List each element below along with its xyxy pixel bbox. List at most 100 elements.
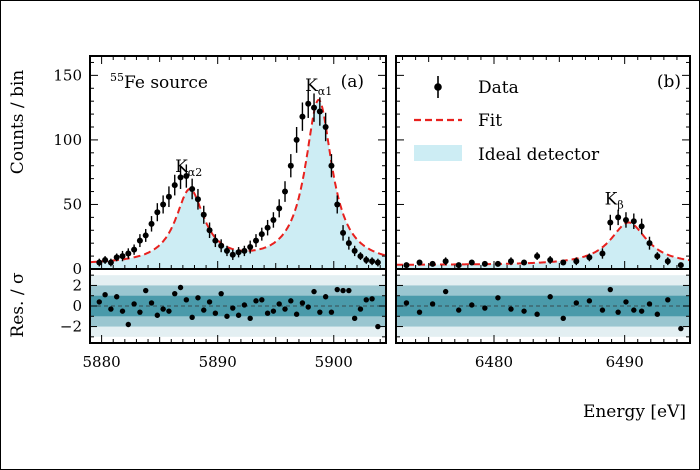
residual-point xyxy=(264,310,271,316)
residual-point xyxy=(166,308,172,314)
data-points xyxy=(96,89,381,330)
x-tick-label: 6490 xyxy=(606,353,644,371)
data-point xyxy=(455,262,462,269)
data-point xyxy=(229,251,236,258)
data-point xyxy=(334,201,341,208)
data-point xyxy=(560,259,567,266)
data-point xyxy=(212,237,219,244)
residual-point xyxy=(665,297,671,303)
residual-point xyxy=(131,301,137,307)
residual-point xyxy=(235,312,242,318)
data-point xyxy=(416,259,423,266)
x-tick-label: 5890 xyxy=(199,353,237,371)
data-point xyxy=(622,216,629,223)
data-point xyxy=(654,253,661,260)
residual-point xyxy=(154,312,161,318)
residual-point xyxy=(305,304,311,310)
residual-point xyxy=(357,306,364,312)
y-tick-label: 50 xyxy=(63,195,82,213)
data-point xyxy=(142,232,149,239)
residual-point xyxy=(534,311,540,317)
residual-point xyxy=(218,290,224,297)
data-point xyxy=(119,253,126,260)
data-points xyxy=(403,209,684,332)
residual-point xyxy=(369,296,375,302)
residual-point xyxy=(521,308,527,314)
residual-point xyxy=(547,294,553,300)
data-point xyxy=(357,253,364,260)
data-point xyxy=(276,205,283,212)
data-point xyxy=(351,247,358,254)
peak-annotation-sub: α2 xyxy=(188,166,202,179)
data-point xyxy=(607,219,614,226)
data-point xyxy=(547,256,554,263)
data-point xyxy=(322,124,329,130)
data-point xyxy=(442,258,449,265)
legend: Data Fit Ideal detector xyxy=(414,76,600,165)
data-point xyxy=(340,229,347,236)
data-point xyxy=(293,136,300,143)
panel-b: 6480 6490 Kβ xyxy=(395,55,691,371)
residual-point xyxy=(177,284,184,291)
residual-point xyxy=(586,298,593,304)
residual-point xyxy=(148,300,155,306)
data-point xyxy=(96,259,103,266)
residual-point xyxy=(96,299,102,305)
data-point xyxy=(171,182,178,189)
residual-point xyxy=(172,290,178,297)
y-tick-label: 150 xyxy=(53,66,82,84)
residual-point xyxy=(195,295,201,301)
residual-point xyxy=(469,302,475,308)
data-point xyxy=(299,113,306,120)
residual-point xyxy=(108,306,114,312)
peak-annotation: Kα1 xyxy=(305,76,332,98)
ideal-detector-area xyxy=(396,222,690,269)
data-point xyxy=(468,259,475,266)
data-point xyxy=(194,196,201,203)
residual-point xyxy=(328,309,335,315)
residual-point xyxy=(224,313,230,319)
source-label-sup: 55 xyxy=(110,71,124,84)
residual-point xyxy=(189,314,195,321)
data-point xyxy=(113,254,120,261)
residual-point xyxy=(456,307,462,313)
data-point xyxy=(241,247,248,254)
data-point xyxy=(369,258,376,265)
curves xyxy=(396,221,690,269)
data-point xyxy=(403,262,410,269)
panel-label-b: (b) xyxy=(657,72,681,92)
source-label: 55Fe source xyxy=(110,71,208,93)
residual-point xyxy=(573,300,580,306)
data-point xyxy=(328,162,335,169)
residual-point xyxy=(253,298,259,304)
residual-point xyxy=(311,288,317,295)
residual-point xyxy=(416,309,423,315)
residual-point xyxy=(102,291,108,298)
x-tick-label: 6480 xyxy=(475,353,513,371)
residual-point xyxy=(293,311,300,317)
residual-point xyxy=(646,301,653,307)
residual-bands xyxy=(396,275,690,337)
residual-point xyxy=(230,305,236,311)
residual-point xyxy=(143,287,149,294)
data-point xyxy=(247,244,254,251)
data-point xyxy=(664,258,671,265)
data-point xyxy=(125,250,132,257)
residual-point xyxy=(137,309,143,315)
data-point xyxy=(630,218,637,225)
x-tick-label: 5900 xyxy=(315,353,353,371)
residual-point xyxy=(270,308,277,314)
ylabel-counts: Counts / bin xyxy=(8,70,28,175)
peak-annotation: Kα2 xyxy=(175,157,202,179)
data-point xyxy=(282,188,289,195)
legend-label-ideal: Ideal detector xyxy=(478,145,600,165)
xlabel: Energy [eV] xyxy=(583,402,686,422)
residual-point xyxy=(288,298,294,304)
data-point xyxy=(507,258,514,265)
residual-point xyxy=(638,308,645,314)
source-label-text: Fe source xyxy=(124,73,208,93)
residual-point xyxy=(276,301,282,307)
residual-point xyxy=(282,306,288,312)
data-point xyxy=(599,250,606,257)
